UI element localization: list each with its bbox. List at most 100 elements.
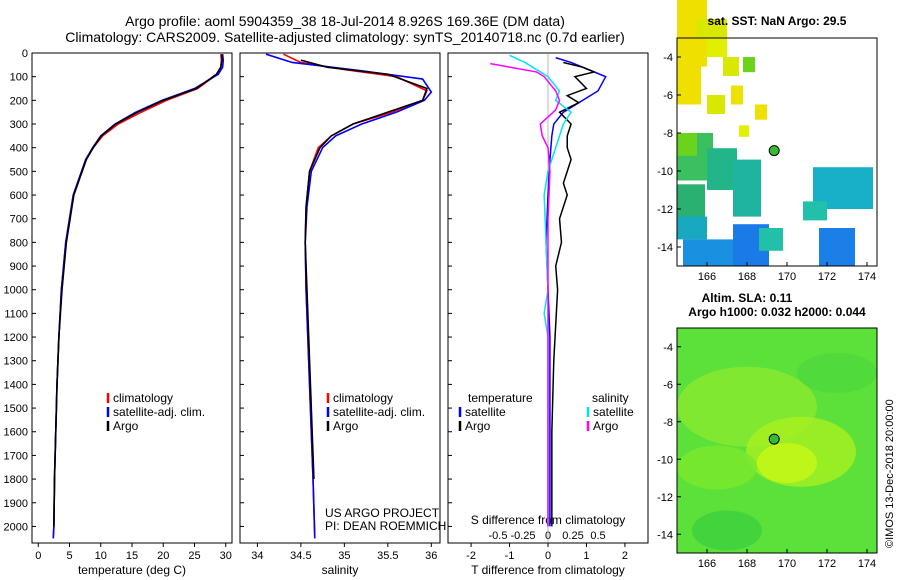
x-tick-label: 20 xyxy=(157,550,169,562)
diff-series-salinity-argo xyxy=(490,62,561,527)
diff-series-salinity-satellite xyxy=(509,54,573,527)
x-tick-label: 0 xyxy=(545,550,551,562)
y-tick-label: -14 xyxy=(657,242,673,254)
salinity-series-argo xyxy=(300,59,428,480)
depth-tick-label: 900 xyxy=(10,261,28,273)
y-tick-label: -8 xyxy=(663,128,673,140)
sla-blob xyxy=(757,443,817,483)
legend-left-0-label: satellite xyxy=(465,405,506,419)
y-tick-label: -14 xyxy=(657,529,673,541)
diff-series-temperature-argo xyxy=(551,61,597,527)
differences-panel: -2 -1 0 1 2S difference from climatology-0.5… xyxy=(447,52,649,577)
sla-title-line2: Argo h1000: 0.032 h2000: 0.044 xyxy=(688,305,866,319)
sst-cell xyxy=(755,104,767,120)
y-tick-label: -8 xyxy=(663,417,673,429)
depth-tick-label: 1400 xyxy=(4,379,28,391)
legend-right-1-label: Argo xyxy=(593,419,619,433)
salinity-legend-2-label: Argo xyxy=(333,419,359,433)
title-line2: Climatology: CARS2009. Satellite-adjuste… xyxy=(65,29,625,45)
y-tick-label: -12 xyxy=(657,204,673,216)
sst-cell xyxy=(683,239,733,266)
credit-project: US ARGO PROJECT xyxy=(325,506,440,520)
x-tick-label: 10 xyxy=(95,550,107,562)
y-tick-label: -4 xyxy=(663,342,673,354)
salinity-legend-1-label: satellite-adj. clim. xyxy=(333,405,425,419)
x-tick-label: 15 xyxy=(126,550,138,562)
depth-tick-label: 700 xyxy=(10,214,28,226)
legend-right-0-label: satellite xyxy=(593,405,634,419)
depth-tick-label: 1700 xyxy=(4,450,28,462)
credit-imos: ©IMOS 13-Dec-2018 20:00:00 xyxy=(884,399,896,548)
sst_map-frame xyxy=(676,37,878,267)
sst-cell xyxy=(723,57,739,76)
depth-tick-label: 400 xyxy=(10,143,28,155)
depth-tick-label: 1100 xyxy=(4,308,28,320)
sst-cell xyxy=(677,184,705,219)
y-tick-label: -10 xyxy=(657,454,673,466)
depth-tick-label: 1300 xyxy=(4,356,28,368)
sst-cell xyxy=(819,228,855,266)
x-tick-label: 168 xyxy=(738,271,756,283)
sst-title: sat. SST: NaN Argo: 29.5 xyxy=(708,14,847,28)
y-tick-label: -6 xyxy=(663,379,673,391)
sst-cell xyxy=(677,133,697,156)
depth-tick-label: 1900 xyxy=(4,498,28,510)
salinity-frame xyxy=(239,52,441,544)
depth-tick-label: 1600 xyxy=(4,427,28,439)
sst-cell xyxy=(739,125,749,137)
sst-cell xyxy=(743,57,755,73)
sla-blob xyxy=(797,353,877,393)
depth-tick-label: 800 xyxy=(10,237,28,249)
x-tick-label: 168 xyxy=(738,558,756,570)
depth-tick-label: 1500 xyxy=(4,403,28,415)
temperature-legend-0-label: climatology xyxy=(113,391,173,405)
sst-cell xyxy=(707,148,737,190)
sst-cell xyxy=(733,159,761,217)
y-tick-label: -12 xyxy=(657,492,673,504)
sst_map-argo-marker xyxy=(768,145,780,157)
temperature-series-satellite-adj-clim- xyxy=(52,54,225,539)
x-tick-label: 34 xyxy=(251,550,263,562)
x-tick-label: -2 xyxy=(466,550,476,562)
temperature-series-argo xyxy=(53,54,223,527)
depth-tick-label: 200 xyxy=(10,95,28,107)
x-tick-label: 170 xyxy=(778,271,796,283)
x-tick-label: 0 xyxy=(35,550,41,562)
x-tick-label: 170 xyxy=(778,558,796,570)
x2-tick-label: -0.5 xyxy=(489,530,508,542)
y-tick-label: -10 xyxy=(657,166,673,178)
x2-tick-label: 0.25 xyxy=(562,530,583,542)
salinity-panel: 34 34.5 35 35.5 36 salinity climatologysatelli… xyxy=(239,52,441,577)
salinity-series-satellite-adj-clim- xyxy=(265,53,433,539)
salinity-xlabel: salinity xyxy=(322,563,359,577)
sst-cell xyxy=(697,19,727,38)
x-tick-label: -1 xyxy=(505,550,515,562)
x-tick-label: 30 xyxy=(220,550,232,562)
sst-cell xyxy=(677,66,701,105)
sst-cell xyxy=(707,95,725,114)
sst_map-panel: 166 168 170 172 174 -4 -6 -8 -10 -12 -14 sat. SST: … xyxy=(657,0,878,283)
x-tick-label: 35.5 xyxy=(377,550,398,562)
x-tick-label: 25 xyxy=(188,550,200,562)
depth-tick-label: 300 xyxy=(10,119,28,131)
depth-tick-label: 100 xyxy=(10,72,28,84)
temperature-xlabel: temperature (deg C) xyxy=(78,563,186,577)
depth-tick-label: 0 xyxy=(22,48,28,60)
temperature-series-climatology xyxy=(52,54,223,539)
legend-left-1-label: Argo xyxy=(465,419,491,433)
plots-layer: 0100200300400500600700800900100011001200… xyxy=(4,0,878,577)
depth-tick-label: 1800 xyxy=(4,474,28,486)
depth-tick-label: 1200 xyxy=(4,332,28,344)
legend-right-title: salinity xyxy=(592,391,629,405)
temperature-panel: 0 5 10 15 20 25 30 temperature (deg C) climatolo… xyxy=(31,52,233,577)
legend-left-title: temperature xyxy=(468,391,533,405)
sst-cell xyxy=(677,216,707,240)
y-tick-label: -4 xyxy=(663,52,673,64)
x-tick-label: 172 xyxy=(818,558,836,570)
x-tick-label: 2 xyxy=(622,550,628,562)
salinity-legend-0-label: climatology xyxy=(333,391,393,405)
sst-cell xyxy=(759,228,783,251)
sla_map-panel: 166 168 170 172 174 -4 -6 -8 -10 -12 -14 Altim. SLA… xyxy=(657,291,878,570)
depth-tick-label: 2000 xyxy=(4,521,28,533)
